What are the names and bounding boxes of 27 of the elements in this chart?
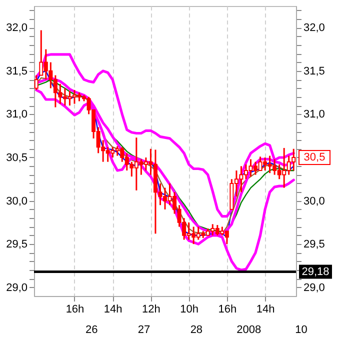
y2-tick-label: 32,0 — [304, 22, 325, 34]
y-tick-label: 30,0 — [6, 195, 28, 208]
text: 26 — [86, 324, 98, 336]
x-tick-label: 12h — [142, 304, 160, 316]
y-tick-label: 30,5 — [6, 152, 28, 164]
y2-tick-label: 30,0 — [304, 195, 325, 208]
y-tick-label: 32,0 — [6, 22, 28, 34]
y-tick-label: 31,5 — [6, 65, 28, 78]
text: 27 — [138, 324, 150, 336]
x-tick-label: 14h — [104, 304, 122, 316]
text: 2008 — [236, 324, 262, 336]
y-tick-label: 29,0 — [6, 282, 28, 294]
y2-tick-label: 29,5 — [304, 238, 325, 251]
x-tick-label: 16h — [218, 304, 237, 316]
y2-tick-label: 31,0 — [304, 108, 325, 121]
text: 28 — [190, 324, 203, 336]
y-tick-label: 29,5 — [6, 238, 28, 251]
x-tick-label: 14h — [256, 304, 275, 316]
ref-line-label: 29,18 — [302, 266, 330, 278]
text: 10 — [295, 324, 308, 336]
y2-tick-label: 29,0 — [304, 282, 325, 294]
annotation: 30,5 — [304, 151, 326, 164]
candlestick — [34, 74, 38, 91]
y-tick-label: 31,0 — [6, 108, 28, 121]
x-tick-label: 16h — [66, 304, 84, 316]
x-tick-label: 10h — [180, 304, 198, 316]
y2-tick-label: 31,5 — [304, 65, 325, 78]
